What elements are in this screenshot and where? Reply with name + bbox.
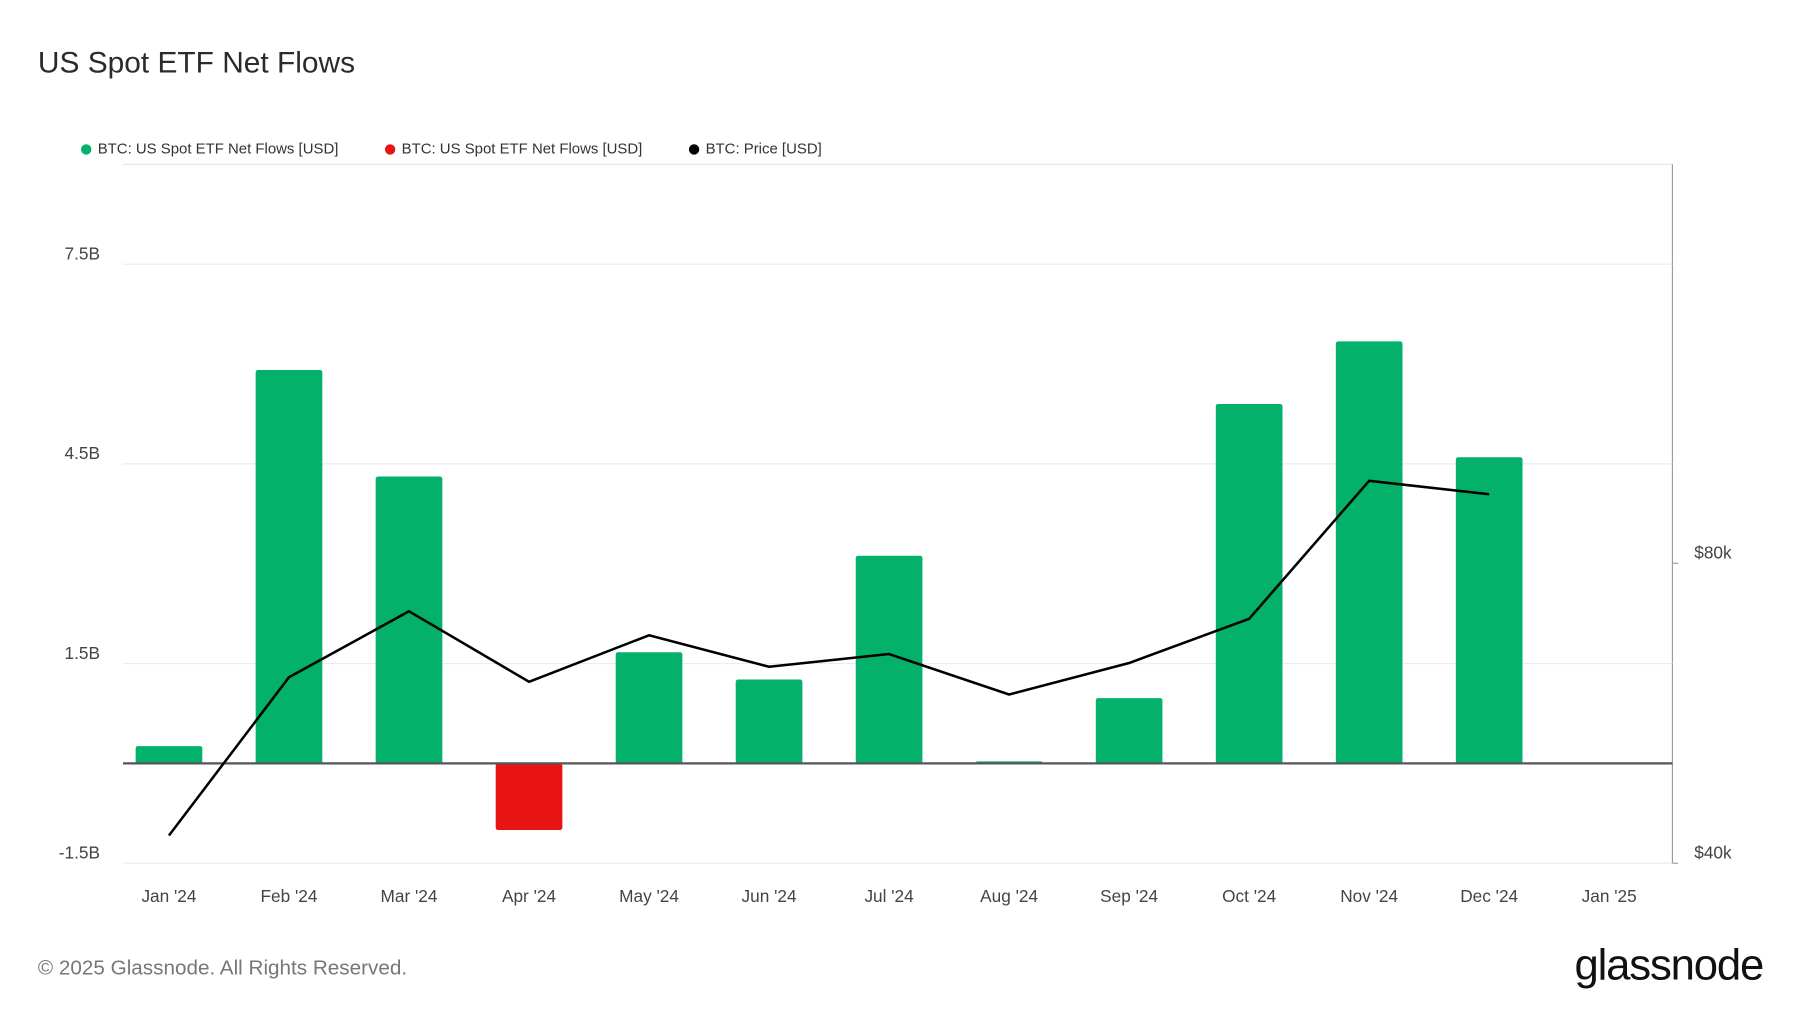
- legend-label: BTC: Price [USD]: [706, 140, 822, 157]
- bar: [495, 763, 563, 830]
- legend-marker: [81, 144, 92, 155]
- y-tick-label: 4.5B: [65, 443, 100, 463]
- y2-tick-label: $80k: [1694, 543, 1732, 563]
- x-tick-label: Jul '24: [864, 886, 914, 906]
- x-tick-label: Sep '24: [1100, 886, 1158, 906]
- x-tick-label: Jun '24: [742, 886, 797, 906]
- chart-title: US Spot ETF Net Flows: [38, 46, 355, 79]
- legend-label: BTC: US Spot ETF Net Flows [USD]: [98, 140, 339, 157]
- y-tick-label: 1.5B: [65, 643, 100, 663]
- bar: [1095, 698, 1163, 764]
- price-line: [167, 479, 1490, 837]
- bar: [255, 370, 323, 764]
- legend-marker: [384, 144, 396, 155]
- bar: [615, 652, 683, 764]
- x-tick-label: Apr '24: [502, 886, 556, 906]
- x-tick-label: Nov '24: [1340, 886, 1398, 906]
- logo: glassnode: [1575, 940, 1764, 989]
- bar: [1215, 403, 1283, 764]
- y2-tick-label: $40k: [1694, 843, 1732, 863]
- bar: [375, 476, 443, 764]
- bar: [1455, 457, 1523, 764]
- x-tick-label: Feb '24: [261, 886, 318, 906]
- bar: [135, 746, 203, 764]
- bar: [1335, 341, 1403, 764]
- x-tick-label: Jan '25: [1582, 886, 1637, 906]
- y-tick-label: 7.5B: [65, 244, 100, 264]
- x-tick-label: Dec '24: [1460, 886, 1518, 906]
- copyright: © 2025 Glassnode. All Rights Reserved.: [38, 956, 407, 979]
- bar: [855, 555, 923, 764]
- legend-label: BTC: US Spot ETF Net Flows [USD]: [402, 140, 643, 157]
- y-tick-label: -1.5B: [59, 843, 100, 863]
- x-tick-label: Aug '24: [980, 886, 1038, 906]
- x-tick-label: Oct '24: [1222, 886, 1276, 906]
- x-tick-label: May '24: [619, 886, 679, 906]
- x-tick-label: Jan '24: [141, 886, 196, 906]
- legend-marker: [688, 144, 700, 155]
- x-tick-label: Mar '24: [381, 886, 438, 906]
- bar: [735, 679, 803, 764]
